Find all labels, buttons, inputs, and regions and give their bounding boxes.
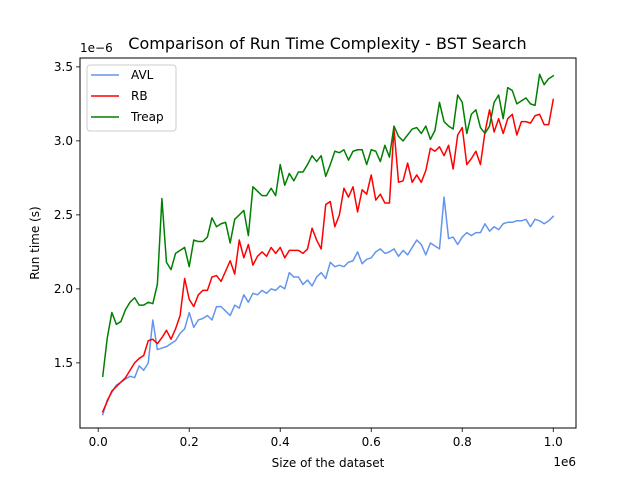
x-axis-ticks: 0.0 0.2 0.4 0.6 0.8 1.0 [89,428,563,449]
legend-label-rb: RB [131,89,148,103]
x-tick-label: 1.0 [544,435,563,449]
series-line-rb [101,98,555,413]
legend-box [86,64,177,132]
x-offset-label: 1e6 [553,455,576,469]
y-tick-label: 1.5 [54,356,73,370]
x-tick-label: 0.2 [180,435,199,449]
y-offset-label: 1e−6 [80,41,113,55]
x-axis-label: Size of the dataset [272,456,385,470]
x-tick-label: 0.8 [453,435,472,449]
y-axis-label: Run time (s) [28,206,42,279]
legend-label-treap: Treap [130,110,164,124]
legend: AVL RB Treap [86,64,177,132]
plot-frame [79,57,577,429]
y-tick-label: 3.5 [54,60,73,74]
chart-title: Comparison of Run Time Complexity - BST … [128,34,526,53]
y-tick-label: 2.5 [54,208,73,222]
series-line-avl [101,196,555,416]
y-tick-label: 3.0 [54,134,73,148]
x-tick-label: 0.0 [89,435,108,449]
legend-label-avl: AVL [131,68,154,82]
series-line-treap [101,73,555,378]
y-tick-label: 2.0 [54,282,73,296]
x-tick-label: 0.6 [362,435,381,449]
x-tick-label: 0.4 [271,435,290,449]
y-axis-ticks: 1.5 2.0 2.5 3.0 3.5 [54,60,80,370]
series-layer [101,73,555,416]
